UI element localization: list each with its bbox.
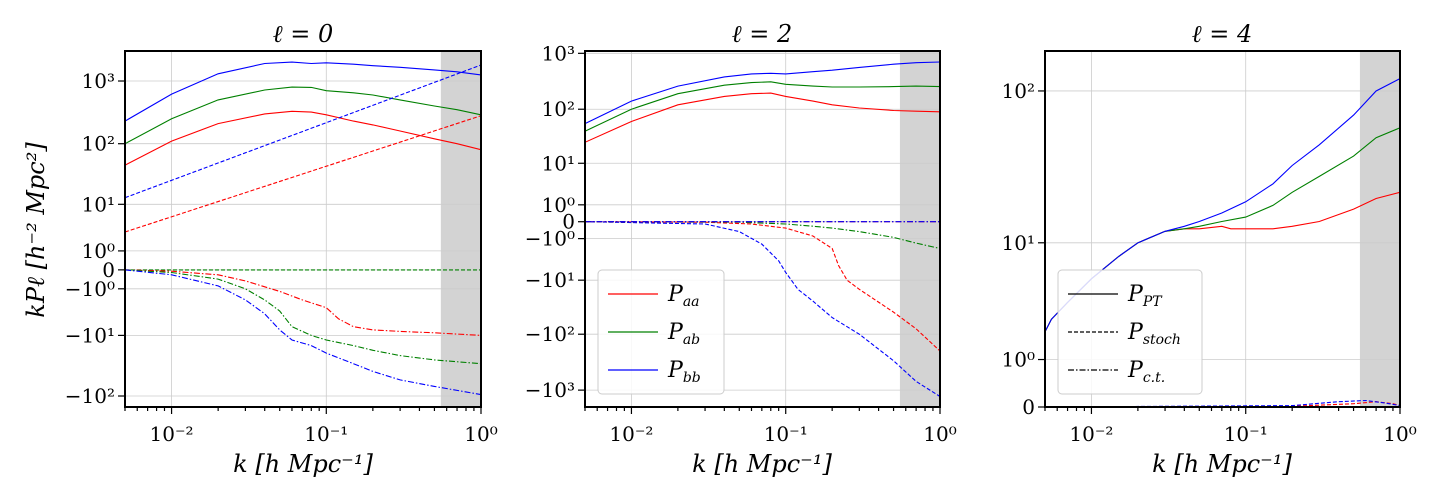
series-bb-solid <box>125 61 481 122</box>
panel-title: ℓ = 4 <box>1192 20 1253 48</box>
y-tick-label: −10² <box>525 322 575 346</box>
panel-ell-2: ℓ = 2 k [h Mpc⁻¹] 10⁻² 10⁻¹ 10⁰ 10³ 10² 10¹ 10… <box>525 20 957 478</box>
x-tick-label: 10⁻¹ <box>1224 422 1268 446</box>
y-tick-label: 0 <box>1022 395 1035 419</box>
series-bb-dashed <box>125 64 481 199</box>
y-tick-label: 10⁰ <box>542 193 575 217</box>
y-tick-label: −10⁰ <box>525 227 575 251</box>
y-tick-label: 10¹ <box>82 192 115 216</box>
x-tick-label: 10⁻¹ <box>304 422 348 446</box>
axes-frame <box>584 50 941 408</box>
y-tick-label: −10¹ <box>525 268 575 292</box>
x-tick-label: 10⁻² <box>1069 422 1113 446</box>
panel-ell-4: ℓ = 4 k [h Mpc⁻¹] 10⁻² 10⁻¹ 10⁰ 10² 10¹ 10⁰ 0 P… <box>1002 20 1417 478</box>
series-aa-solid <box>125 110 481 166</box>
panel-title: ℓ = 2 <box>732 20 793 48</box>
legend-label: Pab <box>667 320 700 348</box>
y-tick-label: −10¹ <box>65 323 115 347</box>
y-tick-label: 10² <box>82 132 115 156</box>
x-tick-label: 10⁻² <box>150 422 194 446</box>
x-tick-label: 10⁰ <box>923 422 956 446</box>
y-tick-label: −10⁰ <box>65 277 115 301</box>
x-axis-label: k [h Mpc⁻¹] <box>233 450 373 478</box>
panel-ell-0: ℓ = 0 k [h Mpc⁻¹] 10⁻² 10⁻¹ 10⁰ 10³ 10² 10¹ 10… <box>65 20 498 478</box>
x-axis-label: k [h Mpc⁻¹] <box>692 450 832 478</box>
x-tick-label: 10⁰ <box>464 422 497 446</box>
series-ab-dashdot <box>585 221 940 250</box>
x-tick-label: 10⁰ <box>1383 422 1416 446</box>
legend-label: Pbb <box>667 358 701 386</box>
series-aa-dashed <box>125 115 481 233</box>
x-tick-label: 10⁻¹ <box>764 422 808 446</box>
axes-frame <box>124 50 482 408</box>
y-tick-label: 0 <box>562 210 575 234</box>
series-aa-dashdot <box>125 269 481 336</box>
y-tick-label: −10³ <box>525 378 575 402</box>
series-bb-solid <box>585 61 940 125</box>
y-tick-label: 10¹ <box>1002 231 1035 255</box>
panel-title: ℓ = 0 <box>273 20 334 48</box>
y-tick-label: 10² <box>1002 79 1035 103</box>
shaded-region <box>1359 51 1400 407</box>
series-ab-dashdot <box>125 269 481 365</box>
figure-ylabel: kPℓ [h⁻² Mpc²] <box>22 142 50 318</box>
legend-label: PPT <box>1127 282 1163 310</box>
legend-label: Paa <box>667 282 700 310</box>
y-tick-label: 10¹ <box>542 151 575 175</box>
series-bb-dashdot <box>1045 406 1372 407</box>
series-aa-dashed <box>585 221 940 352</box>
x-tick-label: 10⁻² <box>609 422 653 446</box>
legend-label: Pc.t. <box>1127 358 1165 386</box>
y-tick-label: 0 <box>102 258 115 282</box>
y-tick-label: −10² <box>65 384 115 408</box>
axes-frame <box>1044 50 1401 408</box>
shaded-region <box>440 51 481 407</box>
y-tick-label: 10⁰ <box>82 239 115 263</box>
legend-box <box>1057 269 1203 395</box>
y-tick-label: 10⁰ <box>1002 348 1035 372</box>
x-axis-label: k [h Mpc⁻¹] <box>1152 450 1292 478</box>
series-bb-dashdot <box>125 269 481 396</box>
y-tick-label: 10² <box>542 97 575 121</box>
legend-label: Pstoch <box>1127 320 1181 348</box>
y-tick-label: 10³ <box>542 41 575 65</box>
y-tick-label: 10³ <box>82 69 115 93</box>
series-ab-solid <box>125 86 481 145</box>
shaded-region <box>899 51 940 407</box>
series-aa-solid <box>585 92 940 143</box>
legend-box <box>597 269 725 395</box>
series-ab-solid <box>585 81 940 132</box>
series-bb-dashed <box>1045 399 1400 407</box>
